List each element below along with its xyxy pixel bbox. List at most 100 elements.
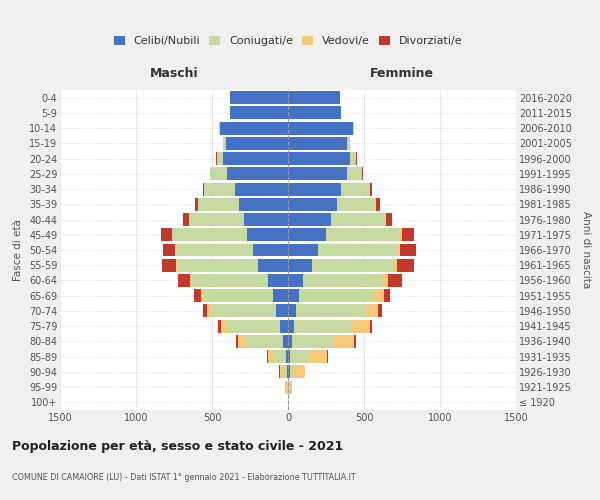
Bar — [208, 304, 212, 318]
Bar — [195, 198, 199, 211]
Bar — [373, 289, 384, 302]
Bar — [218, 320, 221, 332]
Y-axis label: Anni di nascita: Anni di nascita — [581, 212, 591, 288]
Bar — [192, 274, 268, 287]
Bar — [288, 259, 313, 272]
Bar — [276, 304, 288, 318]
Bar — [393, 259, 397, 272]
Bar — [223, 152, 288, 165]
Bar — [230, 91, 288, 104]
Text: Femmine: Femmine — [370, 68, 434, 80]
Bar — [326, 228, 400, 241]
Bar — [334, 335, 354, 348]
Bar — [230, 106, 288, 120]
Bar — [303, 274, 381, 287]
Bar — [274, 350, 286, 363]
Bar — [283, 335, 288, 348]
Bar — [294, 320, 352, 332]
Bar — [313, 259, 393, 272]
Bar — [350, 152, 356, 165]
Bar — [331, 213, 385, 226]
Bar — [280, 320, 288, 332]
Bar — [288, 91, 340, 104]
Bar — [199, 198, 239, 211]
Bar — [202, 289, 205, 302]
Y-axis label: Fasce di età: Fasce di età — [13, 219, 23, 281]
Bar — [288, 213, 331, 226]
Bar — [288, 335, 292, 348]
Bar — [244, 213, 288, 226]
Bar — [299, 289, 373, 302]
Bar — [288, 182, 341, 196]
Bar — [205, 182, 235, 196]
Bar — [308, 350, 327, 363]
Bar — [220, 122, 288, 134]
Bar — [210, 168, 211, 180]
Bar — [288, 152, 350, 165]
Bar — [352, 320, 370, 332]
Bar — [397, 259, 414, 272]
Bar — [381, 274, 388, 287]
Bar — [253, 244, 288, 256]
Bar — [386, 213, 392, 226]
Bar — [286, 380, 287, 394]
Bar — [257, 259, 288, 272]
Bar — [176, 259, 177, 272]
Bar — [221, 320, 227, 332]
Bar — [379, 304, 382, 318]
Bar — [226, 137, 288, 150]
Bar — [273, 289, 288, 302]
Bar — [247, 228, 288, 241]
Bar — [397, 244, 400, 256]
Bar — [203, 182, 205, 196]
Bar — [319, 244, 397, 256]
Bar — [211, 168, 227, 180]
Bar — [227, 168, 288, 180]
Bar — [354, 335, 356, 348]
Legend: Celibi/Nubili, Coniugati/e, Vedovi/e, Divorziati/e: Celibi/Nubili, Coniugati/e, Vedovi/e, Di… — [109, 32, 467, 51]
Bar — [205, 289, 273, 302]
Bar — [203, 304, 208, 318]
Bar — [288, 198, 337, 211]
Bar — [238, 335, 245, 348]
Bar — [288, 122, 353, 134]
Bar — [294, 366, 305, 378]
Bar — [176, 244, 253, 256]
Bar — [402, 228, 414, 241]
Bar — [239, 198, 288, 211]
Bar — [288, 168, 347, 180]
Bar — [376, 198, 380, 211]
Bar — [400, 228, 402, 241]
Bar — [288, 366, 290, 378]
Bar — [289, 380, 292, 394]
Bar — [327, 350, 328, 363]
Bar — [365, 304, 379, 318]
Bar — [162, 259, 176, 272]
Bar — [183, 213, 189, 226]
Bar — [268, 274, 288, 287]
Bar — [245, 335, 283, 348]
Bar — [175, 244, 176, 256]
Bar — [347, 168, 362, 180]
Bar — [290, 350, 308, 363]
Bar — [287, 366, 288, 378]
Bar — [288, 228, 326, 241]
Bar — [362, 168, 363, 180]
Bar — [288, 106, 341, 120]
Bar — [388, 274, 402, 287]
Bar — [161, 228, 172, 241]
Bar — [296, 304, 365, 318]
Bar — [217, 152, 223, 165]
Bar — [353, 122, 354, 134]
Bar — [190, 274, 192, 287]
Bar — [178, 274, 190, 287]
Bar — [337, 198, 376, 211]
Bar — [290, 366, 294, 378]
Bar — [286, 350, 288, 363]
Bar — [288, 244, 319, 256]
Bar — [288, 137, 347, 150]
Bar — [194, 289, 202, 302]
Bar — [370, 182, 372, 196]
Text: Maschi: Maschi — [149, 68, 199, 80]
Bar — [400, 244, 416, 256]
